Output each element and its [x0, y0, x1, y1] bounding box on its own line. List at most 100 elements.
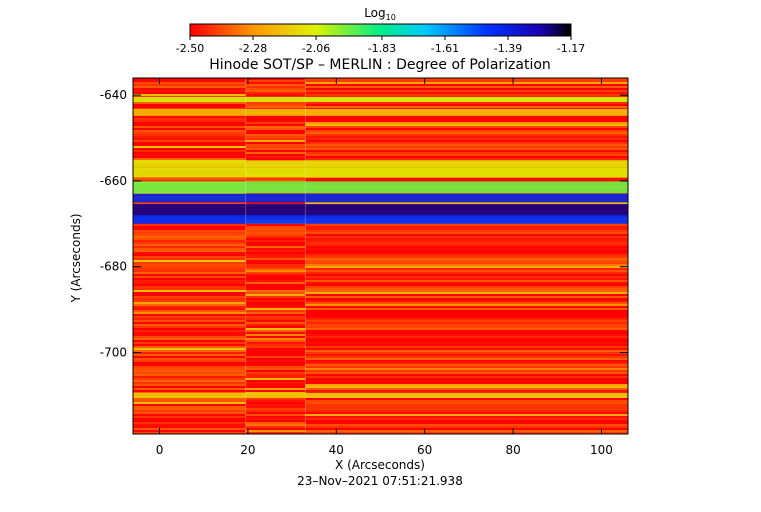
heatmap-cell — [245, 254, 306, 257]
heatmap-cell — [305, 366, 629, 369]
scan-seams — [245, 78, 306, 434]
heatmap-cell — [305, 82, 629, 85]
heatmap-cell — [305, 342, 629, 345]
heatmap-cell — [133, 274, 247, 277]
heatmap-cell — [245, 226, 306, 229]
y-tick-label: -700 — [100, 346, 127, 360]
heatmap-cell — [305, 372, 629, 375]
x-tick-label: 80 — [505, 443, 520, 457]
heatmap-cell — [305, 298, 629, 301]
heatmap-cell — [245, 104, 306, 107]
heatmap-cell — [305, 386, 629, 389]
x-tick-label: 20 — [240, 443, 255, 457]
heatmap-cell — [305, 258, 629, 261]
heatmap-cell — [305, 428, 629, 431]
heatmap-cell — [133, 248, 247, 251]
heatmap-cell — [133, 358, 247, 361]
heatmap-cell — [133, 334, 247, 337]
heatmap-cell — [305, 306, 629, 309]
heatmap-cell — [245, 428, 306, 431]
heatmap-cell — [245, 354, 306, 357]
heatmap-cell — [133, 352, 247, 355]
heatmap-cell — [245, 364, 306, 367]
colorbar-gradient — [189, 23, 572, 37]
heatmap-cell — [245, 86, 306, 89]
heatmap-cell — [245, 228, 306, 231]
polarization-band — [133, 392, 628, 398]
heatmap-cell — [245, 370, 306, 373]
heatmap-cell — [133, 124, 247, 127]
heatmap-cell — [133, 236, 247, 239]
polarization-bands — [133, 96, 628, 398]
heatmap-cell — [133, 390, 247, 393]
heatmap-cell — [133, 254, 247, 257]
heatmap-cell — [133, 122, 247, 125]
heatmap-cell — [305, 422, 629, 425]
heatmap-cell — [305, 324, 629, 327]
colorbar-tick-label: -1.83 — [368, 42, 396, 55]
heatmap-cell — [245, 224, 306, 227]
heatmap-cell — [133, 418, 247, 421]
heatmap-cell — [133, 138, 247, 141]
heatmap-cell — [133, 368, 247, 371]
heatmap-cell — [245, 338, 306, 341]
x-tick-label: 0 — [156, 443, 164, 457]
heatmap-cell — [133, 250, 247, 253]
heatmap-cell — [133, 144, 247, 147]
heatmap-cell — [245, 412, 306, 415]
heatmap-cell — [133, 260, 247, 263]
heatmap-cell — [133, 180, 247, 183]
heatmap-cell — [305, 430, 629, 433]
heatmap-cell — [133, 224, 247, 227]
heatmap-cell — [245, 244, 306, 247]
heatmap-cell — [245, 346, 306, 349]
heatmap-cell — [133, 128, 247, 131]
heatmap-cell — [245, 278, 306, 281]
heatmap-cell — [305, 312, 629, 315]
heatmap-cell — [133, 346, 247, 349]
heatmap-cell — [305, 406, 629, 409]
heatmap-cell — [133, 344, 247, 347]
heatmap-cell — [245, 88, 306, 91]
heatmap-cell — [305, 320, 629, 323]
heatmap-cell — [133, 362, 247, 365]
heatmap-cell — [133, 158, 247, 161]
heatmap-cell — [245, 332, 306, 335]
heatmap-cell — [133, 366, 247, 369]
heatmap-cell — [133, 228, 247, 231]
x-axis-label: X (Arcseconds) — [335, 458, 425, 472]
colorbar-tick-label: -1.17 — [557, 42, 585, 55]
heatmap-cell — [305, 80, 629, 83]
heatmap-cell — [133, 384, 247, 387]
heatmap-cell — [305, 138, 629, 141]
heatmap-cell — [305, 202, 629, 205]
heatmap-cell — [133, 118, 247, 121]
heatmap-cell — [305, 340, 629, 343]
heatmap-cell — [133, 420, 247, 423]
x-tick-label: 60 — [417, 443, 432, 457]
heatmap-cell — [245, 402, 306, 405]
heatmap-cell — [245, 276, 306, 279]
heatmap-cell — [133, 262, 247, 265]
heatmap-cell — [133, 120, 247, 123]
heatmap-cell — [305, 244, 629, 247]
heatmap-cell — [305, 364, 629, 367]
heatmap-cell — [305, 262, 629, 265]
heatmap-cell — [245, 422, 306, 425]
heatmap-cell — [305, 286, 629, 289]
heatmap-cell — [245, 246, 306, 249]
heatmap-cell — [133, 400, 247, 403]
heatmap-cell — [133, 296, 247, 299]
heatmap-cell — [245, 314, 306, 317]
heatmap-cell — [133, 252, 247, 255]
heatmap-cell — [305, 376, 629, 379]
heatmap-cell — [305, 248, 629, 251]
heatmap-cell — [133, 82, 247, 85]
heatmap-cell — [305, 246, 629, 249]
heatmap-cell — [133, 268, 247, 271]
heatmap-cell — [133, 136, 247, 139]
heatmap-cell — [245, 320, 306, 323]
heatmap-cell — [245, 102, 306, 105]
heatmap-cell — [133, 276, 247, 279]
